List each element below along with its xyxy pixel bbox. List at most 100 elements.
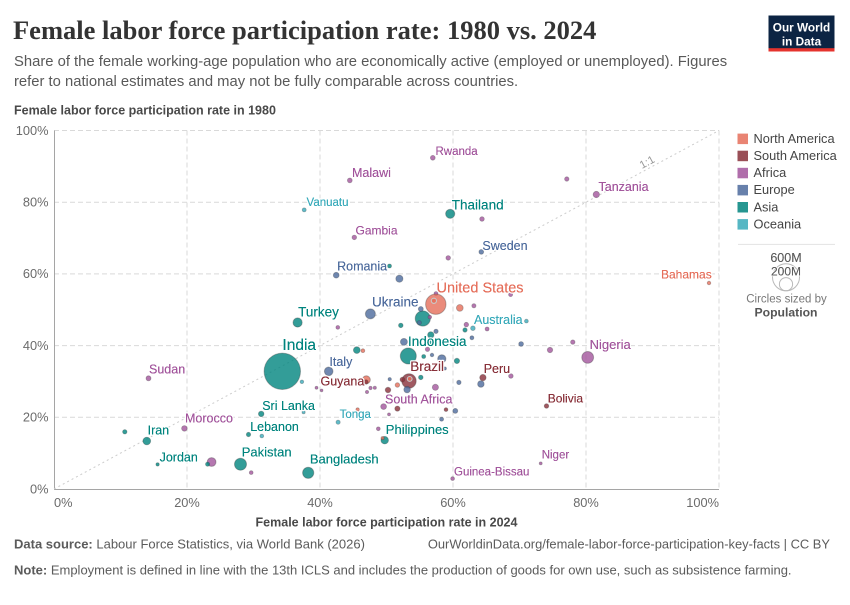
svg-text:Ukraine: Ukraine: [372, 295, 419, 310]
svg-text:Bangladesh: Bangladesh: [310, 452, 379, 467]
svg-text:Thailand: Thailand: [452, 197, 504, 212]
svg-text:Guinea-Bissau: Guinea-Bissau: [454, 466, 529, 478]
svg-text:Iran: Iran: [148, 424, 170, 438]
svg-text:Guinea-Bissau: Guinea-Bissau: [454, 466, 529, 478]
svg-text:Pakistan: Pakistan: [242, 445, 292, 460]
svg-text:Indonesia: Indonesia: [408, 334, 467, 349]
svg-text:Brazil: Brazil: [410, 359, 444, 374]
svg-text:40%: 40%: [307, 495, 333, 510]
svg-text:South Africa: South Africa: [385, 392, 452, 406]
svg-text:60%: 60%: [440, 495, 466, 510]
svg-text:80%: 80%: [573, 495, 599, 510]
svg-text:Australia: Australia: [474, 313, 523, 327]
svg-text:Female labor force participati: Female labor force participation rate: 1…: [13, 15, 596, 45]
svg-text:Niger: Niger: [542, 450, 570, 462]
svg-text:Sudan: Sudan: [149, 363, 185, 377]
svg-text:Bahamas: Bahamas: [661, 268, 712, 282]
svg-text:Turkey: Turkey: [298, 305, 339, 320]
svg-text:Malawi: Malawi: [352, 166, 391, 180]
svg-text:600M: 600M: [770, 251, 801, 265]
svg-text:Tanzania: Tanzania: [599, 180, 649, 194]
svg-text:Morocco: Morocco: [185, 412, 233, 426]
svg-text:Niger: Niger: [542, 450, 570, 462]
svg-text:Bahamas: Bahamas: [661, 268, 712, 282]
svg-text:North America: North America: [754, 131, 836, 146]
svg-text:Thailand: Thailand: [452, 197, 504, 212]
svg-text:Data source: Labour Force Stat: Data source: Labour Force Statistics, vi…: [14, 537, 365, 552]
svg-text:Lebanon: Lebanon: [250, 420, 299, 434]
svg-text:Bolivia: Bolivia: [548, 391, 584, 405]
svg-text:Our World: Our World: [773, 21, 830, 35]
svg-text:Guyana: Guyana: [321, 375, 365, 389]
svg-text:Europe: Europe: [754, 182, 795, 197]
svg-text:Italy: Italy: [329, 355, 353, 369]
svg-text:Africa: Africa: [754, 165, 788, 180]
svg-text:Sri Lanka: Sri Lanka: [262, 399, 315, 413]
svg-text:Sweden: Sweden: [482, 239, 527, 253]
svg-text:OurWorldinData.org/female-labo: OurWorldinData.org/female-labor-force-pa…: [428, 537, 831, 552]
svg-text:Vanuatu: Vanuatu: [307, 197, 349, 209]
svg-text:Asia: Asia: [754, 199, 780, 214]
svg-text:Romania: Romania: [337, 259, 387, 273]
svg-text:India: India: [282, 337, 316, 354]
svg-text:60%: 60%: [23, 266, 49, 281]
svg-text:Jordan: Jordan: [160, 451, 198, 465]
svg-text:refer to national estimates an: refer to national estimates and may not …: [14, 74, 518, 90]
svg-text:South America: South America: [754, 148, 838, 163]
svg-text:South Africa: South Africa: [385, 392, 452, 406]
svg-text:200M: 200M: [771, 265, 801, 279]
svg-text:Pakistan: Pakistan: [242, 445, 292, 460]
svg-text:Gambia: Gambia: [356, 224, 398, 238]
svg-text:United States: United States: [437, 281, 524, 297]
svg-text:in Data: in Data: [782, 35, 822, 49]
svg-text:Bangladesh: Bangladesh: [310, 452, 379, 467]
svg-text:Guyana: Guyana: [321, 375, 365, 389]
svg-text:Population: Population: [755, 306, 818, 320]
svg-text:Rwanda: Rwanda: [436, 146, 479, 158]
svg-text:Female labor force participati: Female labor force participation rate in…: [256, 516, 518, 530]
svg-text:Note: Employment is defined in: Note: Employment is defined in line with…: [14, 563, 792, 578]
svg-text:Oceania: Oceania: [754, 216, 803, 231]
svg-text:India: India: [282, 337, 316, 354]
svg-text:Vanuatu: Vanuatu: [307, 197, 349, 209]
svg-text:Sri Lanka: Sri Lanka: [262, 399, 315, 413]
svg-text:Brazil: Brazil: [410, 359, 444, 374]
svg-text:100%: 100%: [16, 123, 49, 138]
svg-text:Morocco: Morocco: [185, 412, 233, 426]
svg-text:Rwanda: Rwanda: [436, 146, 479, 158]
svg-text:Philippines: Philippines: [386, 422, 449, 437]
svg-text:Share of the female working-ag: Share of the female working-age populati…: [14, 54, 727, 70]
svg-text:200M: 200M: [771, 265, 801, 279]
svg-text:80%: 80%: [23, 195, 49, 210]
svg-text:100%: 100%: [686, 495, 719, 510]
svg-text:0%: 0%: [54, 495, 73, 510]
svg-text:20%: 20%: [23, 410, 49, 425]
svg-text:Peru: Peru: [484, 362, 510, 376]
svg-text:Gambia: Gambia: [356, 224, 398, 238]
svg-text:Iran: Iran: [148, 424, 170, 438]
svg-text:Malawi: Malawi: [352, 166, 391, 180]
svg-text:Bolivia: Bolivia: [548, 391, 584, 405]
svg-text:Indonesia: Indonesia: [408, 334, 467, 349]
svg-text:Nigeria: Nigeria: [590, 337, 632, 352]
svg-text:20%: 20%: [174, 495, 200, 510]
svg-text:Nigeria: Nigeria: [590, 337, 632, 352]
svg-text:Tonga: Tonga: [340, 409, 372, 421]
svg-text:600M: 600M: [770, 251, 801, 265]
svg-text:Peru: Peru: [484, 362, 510, 376]
svg-text:Italy: Italy: [329, 355, 353, 369]
svg-text:Jordan: Jordan: [160, 451, 198, 465]
svg-text:Female labor force participati: Female labor force participation rate in…: [14, 104, 276, 118]
svg-text:0%: 0%: [30, 481, 49, 496]
svg-text:Australia: Australia: [474, 313, 523, 327]
svg-text:Tanzania: Tanzania: [599, 180, 649, 194]
svg-text:Turkey: Turkey: [298, 305, 339, 320]
svg-text:Philippines: Philippines: [386, 422, 449, 437]
svg-text:Romania: Romania: [337, 259, 387, 273]
svg-text:Circles sized by: Circles sized by: [746, 294, 827, 306]
svg-text:Tonga: Tonga: [340, 409, 372, 421]
svg-text:Ukraine: Ukraine: [372, 295, 419, 310]
svg-text:Lebanon: Lebanon: [250, 420, 299, 434]
svg-text:Sweden: Sweden: [482, 239, 527, 253]
svg-text:United States: United States: [437, 281, 524, 297]
